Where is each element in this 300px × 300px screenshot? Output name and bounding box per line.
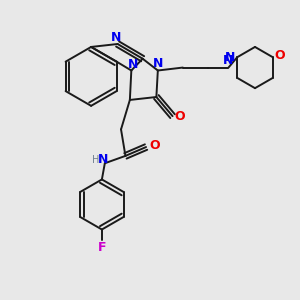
Text: N: N xyxy=(111,31,121,44)
Text: F: F xyxy=(98,241,106,254)
Text: N: N xyxy=(225,51,235,64)
Text: N: N xyxy=(153,57,163,70)
Text: O: O xyxy=(175,110,185,123)
Text: H: H xyxy=(92,155,99,165)
Text: N: N xyxy=(98,153,109,166)
Text: N: N xyxy=(128,58,138,70)
Text: N: N xyxy=(223,54,234,67)
Text: O: O xyxy=(149,139,160,152)
Text: O: O xyxy=(274,49,285,62)
